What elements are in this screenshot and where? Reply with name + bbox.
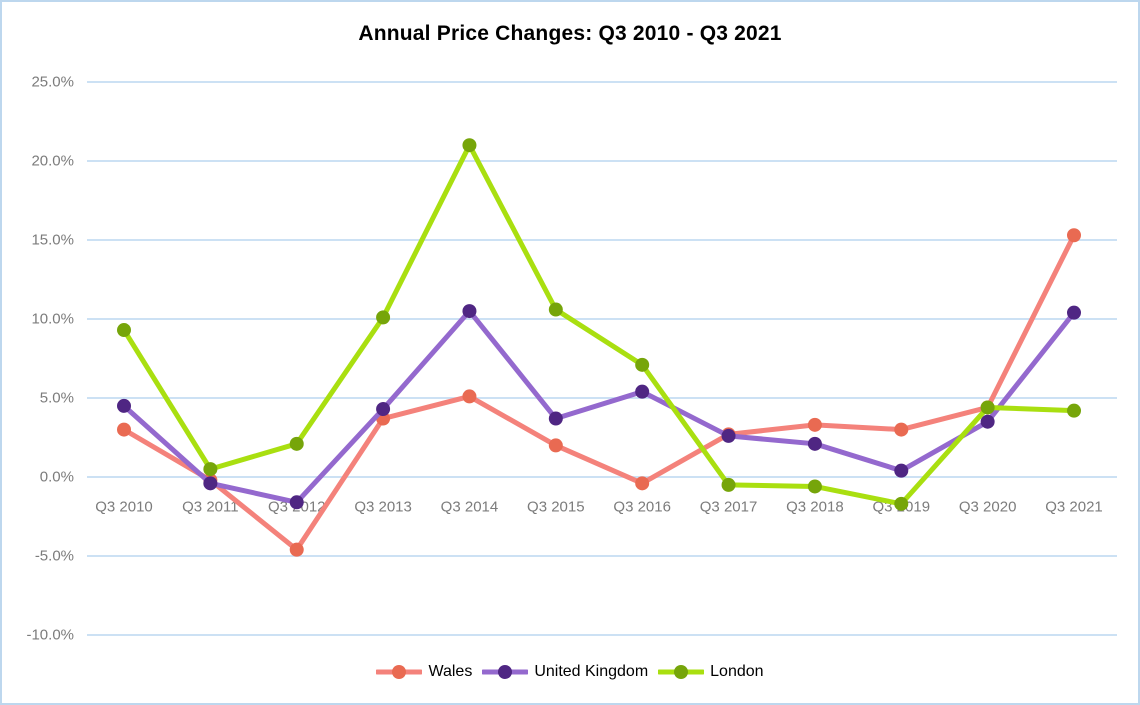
data-point-wales	[1067, 228, 1081, 243]
data-point-london	[117, 323, 131, 338]
data-point-london	[462, 138, 477, 153]
y-axis-tick-label: -10.0%	[26, 627, 74, 644]
y-axis-tick-label: 25.0%	[31, 74, 74, 91]
x-axis-tick-label: Q3 2010	[95, 498, 153, 515]
data-point-london	[376, 310, 391, 325]
x-axis-tick-label: Q3 2016	[613, 498, 671, 515]
data-point-wales	[894, 422, 909, 437]
data-point-united-kingdom	[117, 398, 131, 413]
y-axis-tick-label: 20.0%	[31, 153, 74, 170]
data-point-wales	[807, 417, 822, 432]
legend-marker-london	[658, 665, 705, 679]
data-point-united-kingdom	[289, 495, 304, 510]
data-point-london	[721, 477, 736, 492]
data-point-london	[203, 462, 218, 477]
x-axis-tick-label: Q3 2021	[1045, 498, 1103, 515]
data-point-london	[980, 400, 995, 415]
y-axis-tick-label: -5.0%	[35, 548, 74, 565]
data-point-united-kingdom	[1067, 305, 1081, 320]
series-line-wales	[121, 232, 1077, 553]
data-point-wales	[635, 476, 650, 491]
data-point-united-kingdom	[980, 414, 995, 429]
legend-label-united-kingdom: United Kingdom	[534, 663, 649, 680]
y-axis-tick-label: 0.0%	[40, 469, 74, 486]
data-point-london	[289, 436, 304, 451]
x-axis-tick-label: Q3 2018	[786, 498, 844, 515]
legend-label-wales: Wales	[428, 663, 473, 680]
data-point-united-kingdom	[548, 411, 563, 426]
data-point-wales	[289, 542, 304, 557]
x-axis-tick-label: Q3 2017	[700, 498, 758, 515]
data-point-london	[548, 302, 563, 317]
data-point-united-kingdom	[807, 436, 822, 451]
data-point-united-kingdom	[376, 402, 391, 417]
series-line-london	[121, 142, 1077, 507]
chart-title: Annual Price Changes: Q3 2010 - Q3 2021	[358, 22, 782, 45]
y-axis-tick-label: 10.0%	[31, 311, 74, 328]
x-axis-tick-label: Q3 2015	[527, 498, 585, 515]
data-point-united-kingdom	[635, 384, 650, 399]
legend-marker-united-kingdom	[482, 665, 529, 679]
legend-marker-wales	[376, 665, 423, 679]
chart-legend: Wales United Kingdom London	[2, 663, 1138, 681]
data-point-london	[1067, 403, 1081, 418]
legend-item-london: London	[658, 663, 764, 681]
series-line-united-kingdom	[121, 308, 1077, 505]
x-axis-tick-label: Q3 2014	[441, 498, 499, 515]
legend-item-wales: Wales	[376, 663, 472, 681]
data-point-united-kingdom	[721, 428, 736, 443]
y-axis-tick-label: 5.0%	[40, 390, 74, 407]
x-axis-tick-label: Q3 2013	[354, 498, 412, 515]
data-point-london	[894, 496, 909, 511]
x-axis-tick-label: Q3 2020	[959, 498, 1017, 515]
data-point-wales	[462, 389, 477, 404]
x-axis-tick-label: Q3 2011	[182, 498, 238, 515]
data-point-united-kingdom	[894, 463, 909, 478]
data-point-wales	[548, 438, 563, 453]
legend-item-united-kingdom: United Kingdom	[482, 663, 648, 681]
legend-label-london: London	[710, 663, 764, 680]
data-point-united-kingdom	[462, 304, 477, 319]
data-point-london	[807, 479, 822, 494]
data-point-london	[635, 357, 650, 372]
data-point-united-kingdom	[203, 476, 218, 491]
data-point-wales	[117, 422, 131, 437]
y-axis-tick-label: 15.0%	[31, 232, 74, 249]
